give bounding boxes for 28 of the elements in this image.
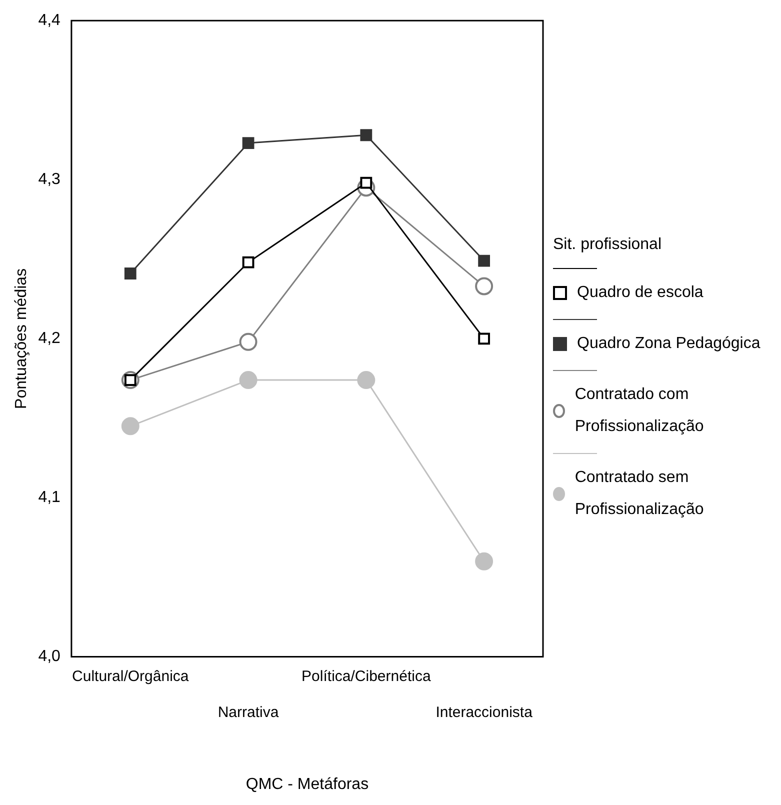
- legend-title: Sit. profissional: [553, 236, 662, 254]
- point: [124, 268, 136, 280]
- x-tick-label: Política/Cibernética: [302, 668, 432, 685]
- point: [357, 371, 376, 390]
- point: [475, 552, 494, 570]
- legend-label: Contratado com Profissionalização: [574, 385, 705, 437]
- legend-label: Quadro Zona Pedagógica: [577, 334, 760, 354]
- point: [478, 254, 490, 267]
- point: [239, 371, 258, 390]
- y-tick-label: 4,1: [38, 489, 61, 506]
- point: [478, 332, 490, 345]
- legend-label: Quadro de escola: [577, 283, 704, 303]
- point: [475, 277, 494, 296]
- x-tick-label: Interaccionista: [436, 704, 534, 721]
- y-axis-title: Pontuações médias: [13, 268, 30, 409]
- x-axis-title: QMC - Metáforas: [246, 776, 369, 793]
- point: [242, 137, 254, 150]
- y-tick-label: 4,4: [38, 12, 61, 30]
- x-tick-label: Cultural/Orgânica: [72, 668, 190, 685]
- y-tick-label: 4,3: [38, 171, 61, 188]
- y-tick-label: 4,2: [38, 330, 61, 348]
- point: [242, 256, 254, 268]
- point: [360, 129, 372, 142]
- y-tick-label: 4,0: [38, 648, 61, 666]
- point: [121, 417, 140, 436]
- legend-label: Contratado sem Profissionalização: [574, 468, 705, 520]
- point: [239, 332, 258, 351]
- x-tick-label: Narrativa: [218, 704, 280, 721]
